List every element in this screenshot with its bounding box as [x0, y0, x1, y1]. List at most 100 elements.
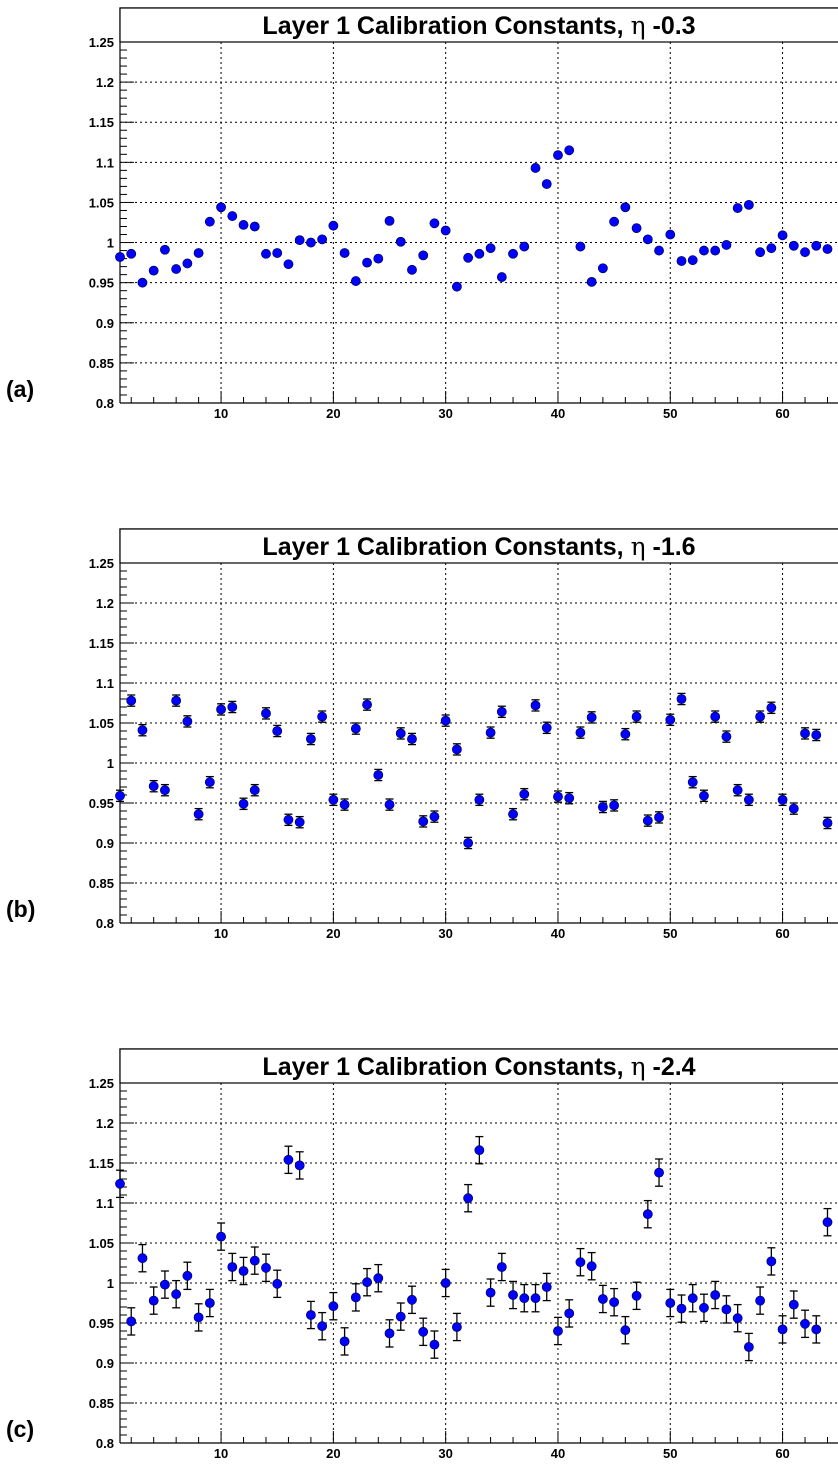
data-point: [451, 281, 462, 292]
data-marker: [429, 811, 440, 822]
data-marker: [160, 1279, 170, 1290]
data-point: [822, 816, 833, 830]
data-marker: [306, 734, 316, 744]
data-point: [384, 1319, 395, 1348]
data-point: [384, 215, 395, 226]
data-point: [553, 150, 563, 161]
data-point: [350, 722, 361, 735]
data-point: [800, 727, 810, 740]
data-marker: [126, 1316, 137, 1327]
data-point: [339, 248, 350, 258]
data-point: [126, 1307, 137, 1336]
x-tick-label: 10: [214, 926, 228, 941]
data-marker: [317, 1321, 328, 1332]
data-point: [743, 793, 754, 807]
data-point: [182, 1261, 193, 1291]
data-point: [642, 814, 653, 827]
data-marker: [350, 1292, 361, 1303]
data-marker: [642, 815, 653, 826]
data-marker: [665, 714, 676, 725]
data-marker: [362, 257, 372, 268]
data-marker: [328, 794, 339, 805]
data-point: [800, 1309, 810, 1339]
data-point: [474, 1135, 485, 1165]
data-point: [800, 247, 810, 258]
data-point: [620, 727, 631, 741]
x-tick-label: 60: [775, 926, 789, 941]
data-point: [182, 715, 193, 728]
title-box: [119, 1048, 838, 1084]
data-marker: [148, 265, 159, 276]
data-marker: [519, 1293, 530, 1304]
data-marker: [766, 243, 777, 254]
chart-title: Layer 1 Calibration Constants, η -0.3: [262, 11, 695, 40]
data-point: [395, 236, 406, 247]
y-tick-label: 0.85: [89, 356, 114, 371]
data-marker: [788, 240, 799, 251]
data-point: [822, 244, 833, 254]
data-point: [687, 775, 698, 789]
data-point: [541, 721, 552, 735]
data-marker: [407, 1294, 417, 1305]
y-tick-label: 1.2: [96, 1116, 114, 1131]
data-point: [193, 248, 204, 258]
y-tick-label: 1.05: [89, 195, 114, 210]
data-marker: [384, 799, 395, 810]
data-marker: [272, 1278, 283, 1289]
data-marker: [687, 1293, 698, 1304]
data-point: [204, 216, 215, 227]
data-marker: [811, 1324, 822, 1335]
data-point: [564, 791, 575, 805]
chart-title: Layer 1 Calibration Constants, η -1.6: [262, 532, 695, 561]
data-marker: [631, 223, 642, 234]
data-marker: [294, 1160, 305, 1171]
data-marker: [519, 789, 530, 800]
data-marker: [766, 702, 777, 713]
data-point: [519, 787, 530, 801]
data-marker: [115, 1178, 125, 1189]
data-point: [575, 241, 586, 252]
data-marker: [800, 247, 810, 258]
data-marker: [418, 250, 429, 261]
data-marker: [328, 1301, 339, 1312]
x-tick-label: 50: [663, 1446, 677, 1461]
y-tick-label: 0.95: [89, 796, 114, 811]
x-tick-label: 50: [663, 406, 677, 421]
data-point: [238, 220, 249, 230]
data-point: [575, 1247, 586, 1277]
data-point: [451, 743, 462, 756]
data-marker: [508, 1290, 518, 1300]
data-marker: [485, 1287, 496, 1298]
data-marker: [541, 179, 552, 189]
data-marker: [249, 785, 260, 796]
data-marker: [193, 1312, 204, 1323]
data-marker: [137, 725, 148, 736]
data-point: [743, 1332, 754, 1362]
data-marker: [642, 1209, 653, 1220]
data-point: [755, 710, 766, 723]
data-point: [541, 1272, 552, 1302]
data-point: [294, 235, 305, 246]
data-point: [418, 1317, 429, 1347]
data-marker: [395, 236, 406, 247]
data-point: [721, 730, 732, 743]
data-marker: [294, 235, 305, 246]
data-point: [306, 732, 316, 746]
data-marker: [227, 702, 238, 712]
data-marker: [317, 711, 328, 722]
data-marker: [732, 203, 743, 213]
data-marker: [115, 252, 125, 262]
panel-label: (b): [6, 896, 35, 922]
y-tick-label: 1.05: [89, 1236, 114, 1251]
title-box: [119, 528, 838, 564]
data-point: [620, 202, 631, 213]
x-tick-label: 40: [551, 926, 565, 941]
data-marker: [261, 1262, 271, 1273]
title-eta-value: -1.6: [646, 533, 696, 561]
data-point: [362, 257, 372, 268]
y-tick-label: 1.15: [89, 115, 114, 130]
data-marker: [272, 248, 283, 258]
data-marker: [350, 276, 361, 286]
data-marker: [620, 202, 631, 213]
data-marker: [777, 230, 788, 241]
